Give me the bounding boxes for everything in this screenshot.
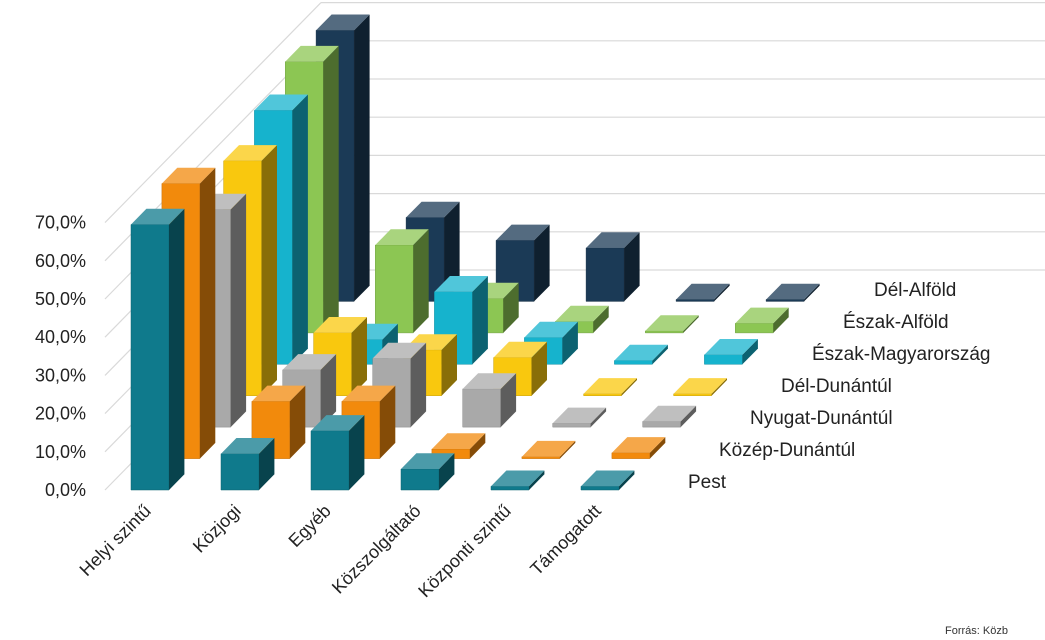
x-axis-ticks: Helyi szintű Közjogi EgyébKözszolgáltatóKö… [76,501,605,601]
y-tick-label: 0,0% [45,480,86,500]
series-label: Dél-Dunántúl [781,376,892,397]
x-tick-label: Központi szintű [414,501,514,601]
y-tick-label: 60,0% [35,251,86,271]
y-axis-ticks: 0,0% 10,0% 20,0% 30,0% 40,0% 50,0% 60,0% 70,0% [35,213,86,500]
bar [310,415,365,491]
x-tick-label: Helyi szintű [76,501,155,580]
series-label: Dél-Alföld [874,280,956,301]
bar [585,232,640,302]
x-tick-label: Közjogi [189,501,245,557]
bars [130,14,820,491]
bar [765,283,820,302]
bar [251,385,306,459]
series-label: Nyugat-Dunántúl [750,408,893,429]
bar [375,229,429,334]
bar [704,339,758,365]
series-label: Pest [688,472,727,493]
bar [673,378,727,396]
bar [462,373,517,428]
bar [130,208,185,491]
bar [645,315,699,334]
bar [220,438,275,491]
series-label: Észak-Alföld [843,312,949,333]
bar [583,378,637,396]
bar [735,307,789,334]
source-note: Forrás: Közb [945,625,1008,637]
x-tick-label: Közszolgáltató [328,501,425,598]
y-tick-label: 70,0% [35,213,86,233]
y-tick-label: 40,0% [35,327,86,347]
series-label: Észak-Magyarország [812,344,990,365]
y-tick-label: 10,0% [35,442,86,462]
bar [521,440,576,459]
x-tick-label: Támogatott [526,501,605,580]
series-labels: Pest Közép-Dunántúl Nyugat-Dunántúl Dél-Dun… [688,280,990,493]
bar [580,470,635,491]
bar [675,283,730,302]
bar [552,407,607,428]
series-label: Közép-Dunántúl [719,440,855,461]
x-tick-label: Egyéb [285,501,335,551]
bar [490,470,545,491]
bar [611,437,666,459]
y-tick-label: 50,0% [35,289,86,309]
bar [642,405,697,428]
bar [614,344,668,365]
gridline-side [104,2,322,224]
bar [400,453,455,491]
y-tick-label: 20,0% [35,404,86,424]
y-tick-label: 30,0% [35,365,86,385]
